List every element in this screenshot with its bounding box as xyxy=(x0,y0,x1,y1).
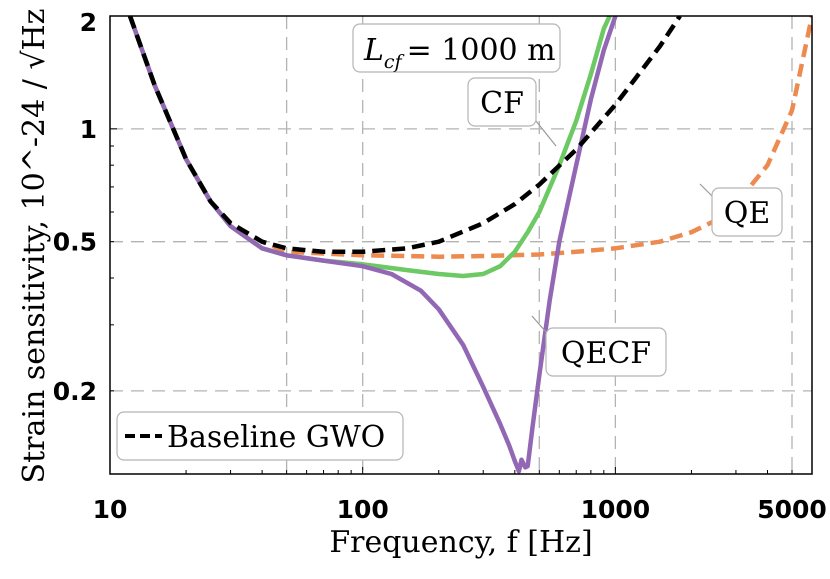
y-tick-label: 0.2 xyxy=(53,377,97,406)
x-tick-labels: 10 100 1000 5000 xyxy=(93,495,827,524)
y-tick-labels: 0.2 0.5 1 2 xyxy=(53,8,97,406)
cf-annotation: CF xyxy=(467,77,537,127)
qecf-annotation-text: QECF xyxy=(561,336,651,371)
x-tick-label: 5000 xyxy=(757,495,827,524)
qe-annotation: QE xyxy=(711,187,783,237)
x-tick-label: 1000 xyxy=(581,495,651,524)
qecf-leader-line xyxy=(531,315,547,333)
grid-lines xyxy=(110,16,812,474)
cf-leader-line xyxy=(535,120,557,147)
series-baseline-gwo xyxy=(127,16,682,255)
lcf-annotation-text: Lcf = 1000 m xyxy=(363,33,556,73)
y-tick-label: 2 xyxy=(80,8,97,37)
qecf-annotation: QECF xyxy=(545,327,667,377)
plot-frame xyxy=(109,15,813,475)
cf-annotation-text: CF xyxy=(480,86,524,121)
qe-annotation-text: QE xyxy=(724,196,771,231)
series-lines xyxy=(127,16,812,474)
x-tick-label: 100 xyxy=(337,495,389,524)
qe-leader-line xyxy=(699,183,713,197)
y-axis-label-text: Strain sensitivity, 10^-24 / √Hz xyxy=(17,9,52,484)
legend: Baseline GWO xyxy=(116,411,404,461)
series-qecf xyxy=(127,16,618,474)
y-tick-label: 0.5 xyxy=(53,228,97,257)
y-tick-label: 1 xyxy=(80,115,97,144)
legend-label-baseline: Baseline GWO xyxy=(167,420,385,455)
lcf-annotation: Lcf = 1000 m xyxy=(352,23,561,73)
x-tick-label: 10 xyxy=(93,495,128,524)
x-axis-label: Frequency, f [Hz] xyxy=(329,525,592,560)
y-axis-label: Strain sensitivity, 10^-24 / √Hz xyxy=(17,9,52,484)
